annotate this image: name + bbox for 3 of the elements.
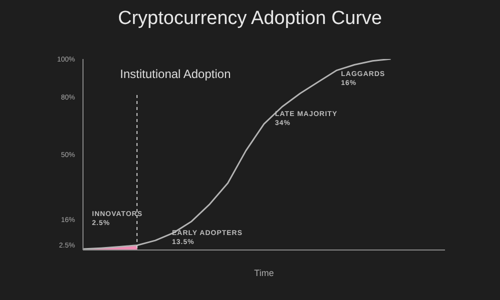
x-axis-title: Time — [254, 268, 274, 278]
annotation: Institutional Adoption — [120, 66, 231, 82]
chart-title: Cryptocurrency Adoption Curve — [116, 8, 383, 30]
